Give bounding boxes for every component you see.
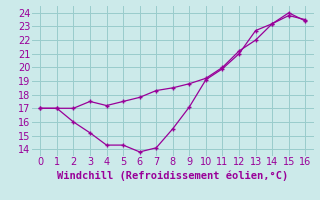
X-axis label: Windchill (Refroidissement éolien,°C): Windchill (Refroidissement éolien,°C)	[57, 170, 288, 181]
